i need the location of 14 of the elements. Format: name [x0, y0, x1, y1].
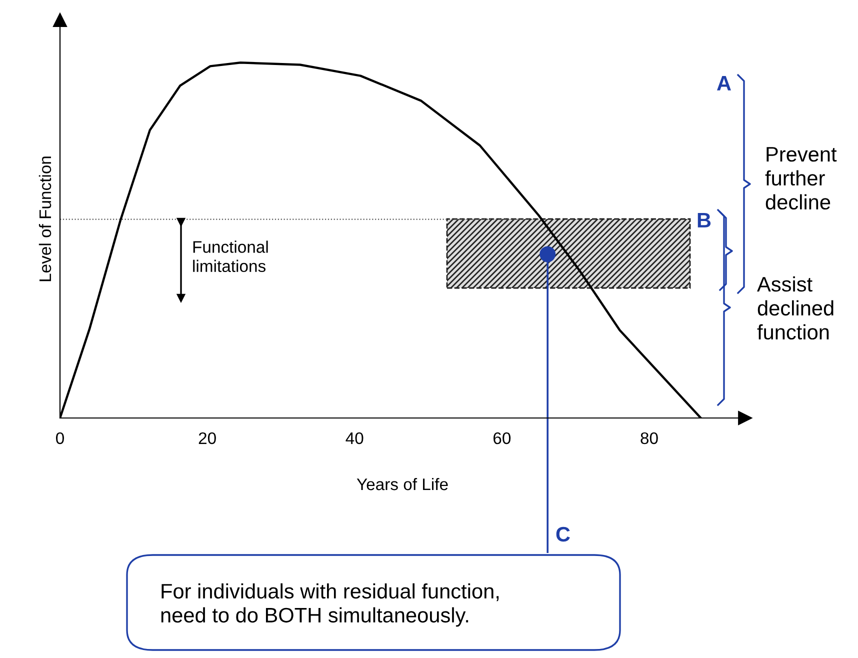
x-tick-label: 40 [346, 432, 364, 444]
x-tick-label: 20 [198, 432, 216, 444]
x-tick-label: 80 [640, 432, 658, 444]
text: Assist declined function [757, 276, 834, 340]
y-axis-title: Level of Function [38, 156, 52, 282]
annotation: B [698, 213, 711, 228]
text: For individuals with residual function, need to do BOTH simultaneously. [161, 583, 499, 627]
annotation: A [716, 76, 731, 90]
x-tick-label: 0 [56, 432, 64, 444]
annotation: Functional limitations [193, 240, 268, 272]
text: Prevent further decline [765, 147, 837, 210]
x-tick-label: 60 [494, 432, 511, 444]
x-axis-title: Years of Life [356, 478, 448, 490]
text: C [556, 526, 570, 542]
